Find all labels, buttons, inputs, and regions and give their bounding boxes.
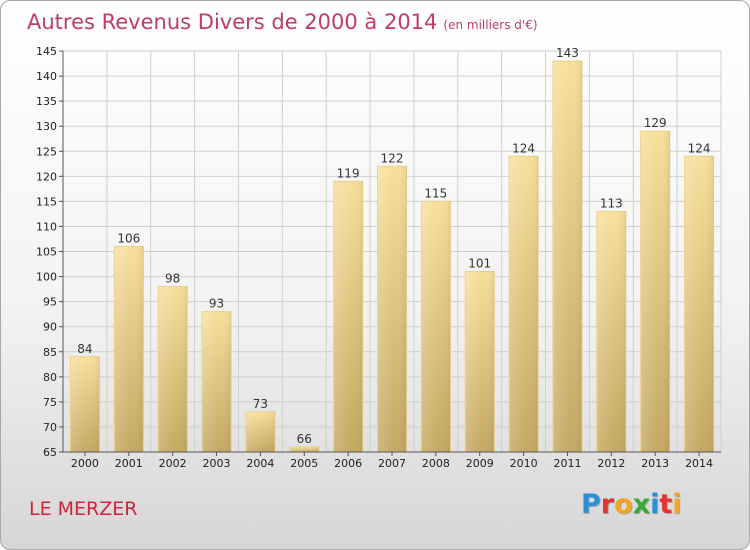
logo-letter: i xyxy=(672,489,682,520)
y-tick-label: 75 xyxy=(43,396,57,409)
value-label: 115 xyxy=(424,186,447,200)
value-label: 84 xyxy=(77,342,92,356)
value-label: 73 xyxy=(253,397,268,411)
value-label: 124 xyxy=(512,141,535,155)
bar-shade xyxy=(377,166,407,452)
bar-shade xyxy=(465,271,495,452)
bar-shade xyxy=(114,246,144,452)
x-tick-label: 2014 xyxy=(685,457,713,470)
bar-shade xyxy=(289,446,319,452)
value-label: 113 xyxy=(600,196,623,210)
bar-shade xyxy=(596,211,626,452)
value-label: 119 xyxy=(337,166,360,180)
value-label: 93 xyxy=(209,297,224,311)
x-tick-label: 2003 xyxy=(203,457,231,470)
bar-shade xyxy=(552,61,582,453)
x-tick-label: 2002 xyxy=(159,457,187,470)
bar-shade xyxy=(70,356,100,452)
y-tick-label: 85 xyxy=(43,346,57,359)
bar-shade xyxy=(421,201,451,452)
y-tick-label: 130 xyxy=(36,120,57,133)
proxiti-logo: Proxiti xyxy=(581,489,682,520)
x-tick-label: 2007 xyxy=(378,457,406,470)
y-tick-label: 145 xyxy=(36,45,57,58)
x-tick-label: 2004 xyxy=(246,457,274,470)
value-label: 98 xyxy=(165,272,180,286)
title-text: Autres Revenus Divers de 2000 à 2014 xyxy=(27,10,438,34)
x-tick-label: 2005 xyxy=(290,457,318,470)
y-tick-label: 95 xyxy=(43,296,57,309)
y-tick-label: 140 xyxy=(36,70,57,83)
y-tick-label: 65 xyxy=(43,446,57,459)
y-tick-label: 110 xyxy=(36,220,57,233)
x-tick-label: 2001 xyxy=(115,457,143,470)
y-tick-label: 105 xyxy=(36,246,57,259)
y-tick-label: 100 xyxy=(36,271,57,284)
x-tick-label: 2000 xyxy=(71,457,99,470)
logo-letter: r xyxy=(600,489,615,520)
chart-subtitle: (en milliers d'€) xyxy=(443,18,538,32)
logo-letter: P xyxy=(581,489,601,520)
bar-shade xyxy=(509,156,539,452)
bar-shade xyxy=(640,131,670,452)
place-name: LE MERZER xyxy=(29,498,138,520)
y-tick-label: 115 xyxy=(36,195,57,208)
y-tick-label: 70 xyxy=(43,421,57,434)
bar-shade xyxy=(158,286,188,452)
bar-shade xyxy=(333,181,363,452)
y-tick-label: 80 xyxy=(43,371,57,384)
x-tick-label: 2009 xyxy=(466,457,494,470)
x-tick-label: 2013 xyxy=(641,457,669,470)
bar-shade xyxy=(202,311,232,452)
y-tick-label: 125 xyxy=(36,145,57,158)
logo-letter: o xyxy=(614,489,633,520)
value-label: 66 xyxy=(297,432,312,446)
x-tick-label: 2012 xyxy=(597,457,625,470)
bar-shade xyxy=(245,411,275,452)
logo-letter: i xyxy=(650,489,660,520)
value-label: 122 xyxy=(381,151,404,165)
x-tick-label: 2006 xyxy=(334,457,362,470)
y-tick-label: 90 xyxy=(43,321,57,334)
y-tick-label: 135 xyxy=(36,95,57,108)
x-tick-label: 2010 xyxy=(510,457,538,470)
value-label: 143 xyxy=(556,46,579,60)
chart-title: Autres Revenus Divers de 2000 à 2014 (en … xyxy=(27,10,538,34)
value-label: 129 xyxy=(644,116,667,130)
value-label: 124 xyxy=(688,141,711,155)
value-label: 101 xyxy=(468,257,491,271)
bar-shade xyxy=(684,156,714,452)
logo-letter: t xyxy=(659,489,673,520)
x-tick-label: 2008 xyxy=(422,457,450,470)
y-tick-label: 120 xyxy=(36,170,57,183)
logo-letter: x xyxy=(632,489,651,520)
value-label: 106 xyxy=(117,231,140,245)
x-tick-label: 2011 xyxy=(553,457,581,470)
